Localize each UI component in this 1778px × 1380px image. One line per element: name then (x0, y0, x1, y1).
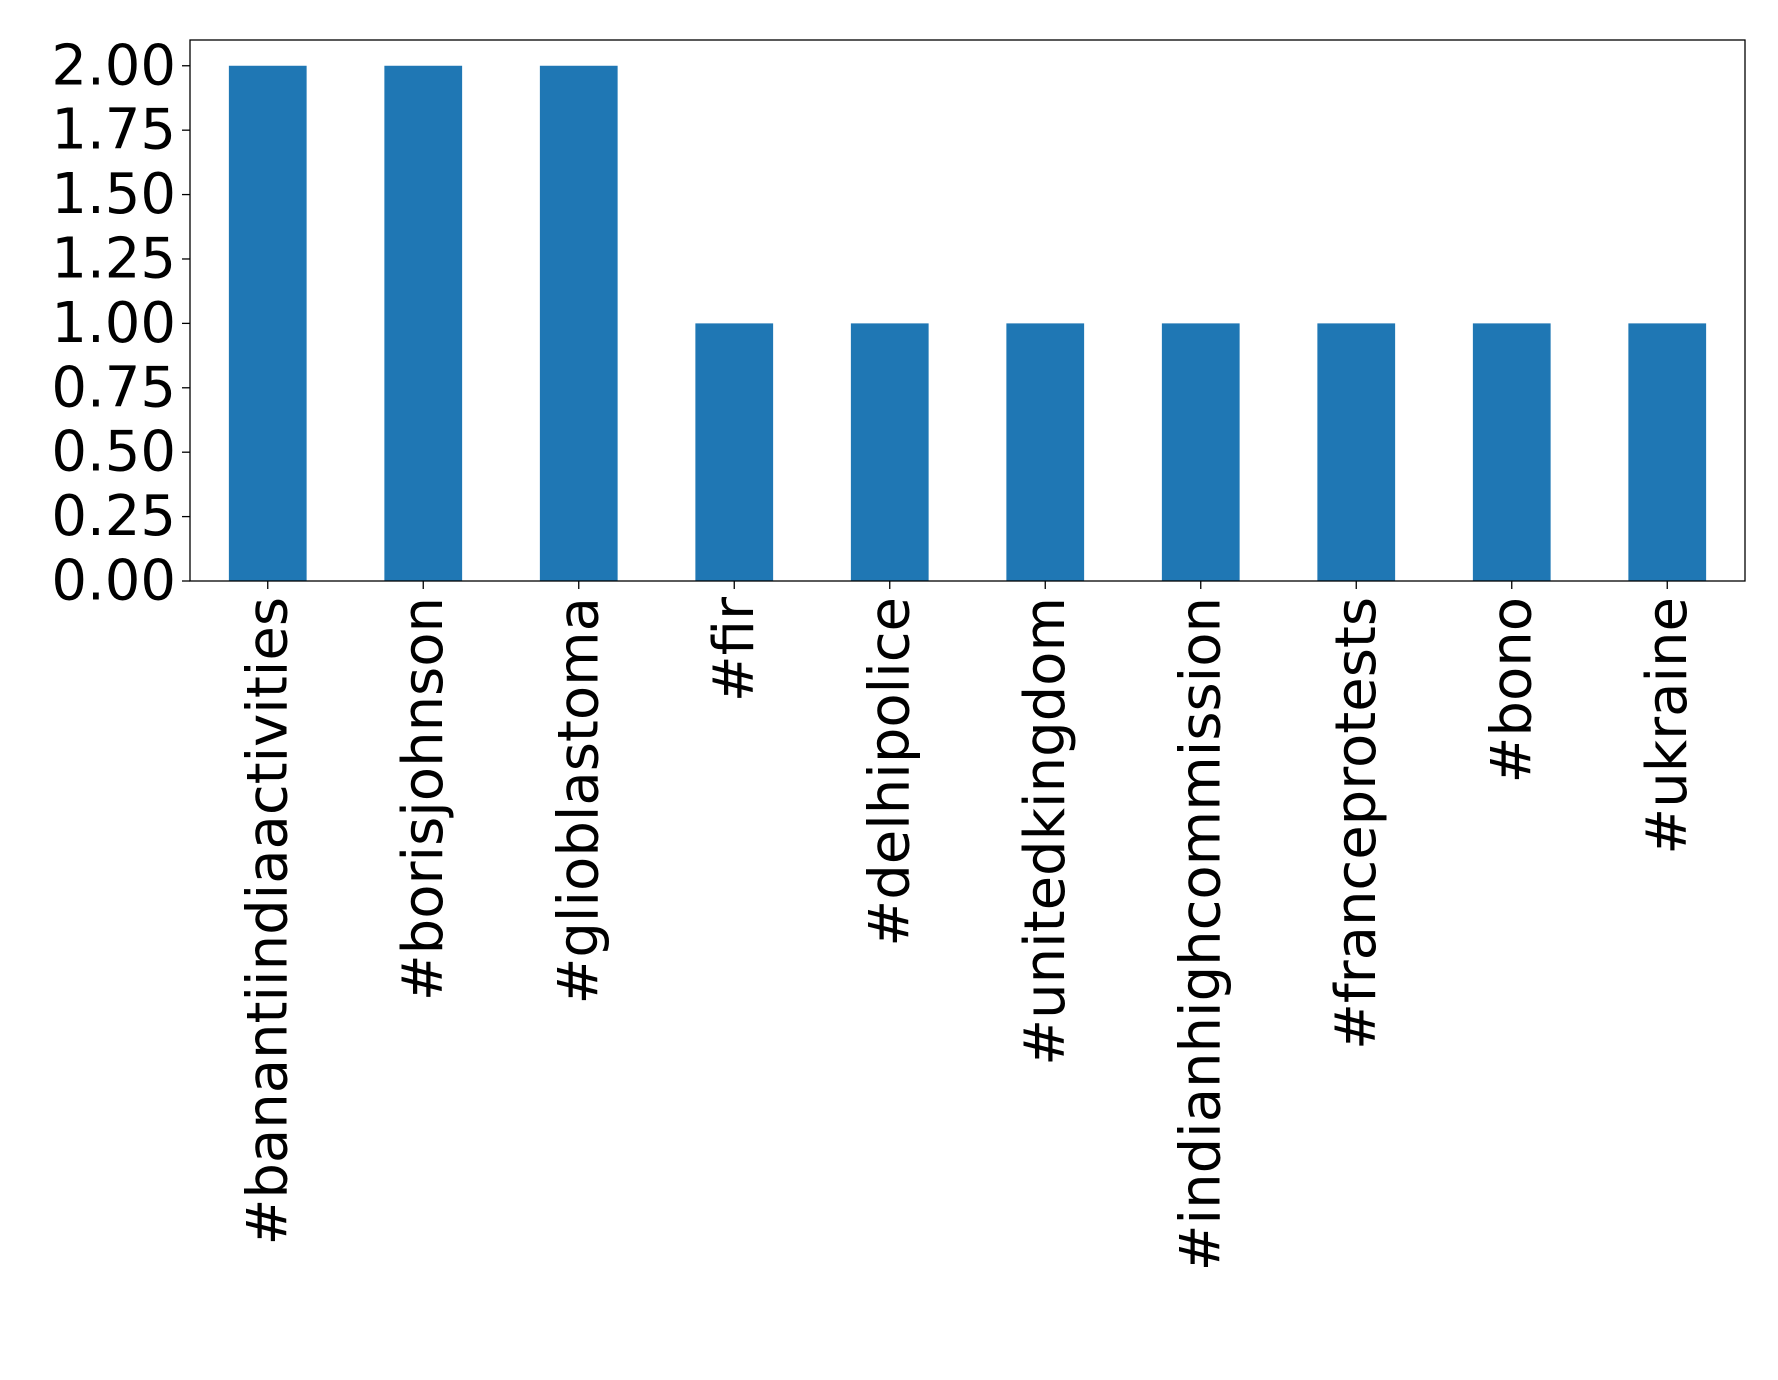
bar (1628, 323, 1707, 581)
x-tick-label: #glioblastoma (546, 597, 611, 1005)
y-tick-label: 0.50 (51, 420, 176, 485)
y-tick-label: 1.00 (51, 291, 176, 356)
y-tick-label: 1.75 (51, 98, 176, 163)
x-tick-label: #delhipolice (857, 597, 922, 947)
x-tick-label: #franceprotests (1324, 597, 1389, 1050)
y-tick-label: 1.25 (51, 226, 176, 291)
bar (695, 323, 774, 581)
bar (1006, 323, 1085, 581)
bar (384, 65, 463, 581)
bar (539, 65, 618, 581)
y-tick-label: 0.75 (51, 355, 176, 420)
y-tick-label: 0.00 (51, 549, 176, 614)
plot-frame (189, 39, 1746, 582)
bar (1472, 323, 1551, 581)
x-tick-label: #unitedkingdom (1013, 597, 1078, 1066)
bar (1161, 323, 1240, 581)
bar (1317, 323, 1396, 581)
y-tick-label: 1.50 (51, 162, 176, 227)
bars-group (228, 65, 1707, 581)
y-tick-label: 0.25 (51, 484, 176, 549)
x-tick-label: #ukraine (1635, 597, 1700, 855)
x-tick-label: #indianhighcommission (1168, 597, 1233, 1271)
x-tick-label: #banantiindiaactivities (235, 597, 300, 1246)
bar (850, 323, 929, 581)
x-axis: #banantiindiaactivities #borisjohnson #gli… (235, 581, 1700, 1271)
bar (228, 65, 307, 581)
x-tick-label: #borisjohnson (391, 597, 456, 1001)
x-tick-label: #fir (702, 596, 767, 702)
y-axis: 0.000.250.500.751.001.251.501.752.00 (51, 33, 190, 614)
x-tick-label: #bono (1479, 597, 1544, 783)
y-tick-label: 2.00 (51, 33, 176, 98)
